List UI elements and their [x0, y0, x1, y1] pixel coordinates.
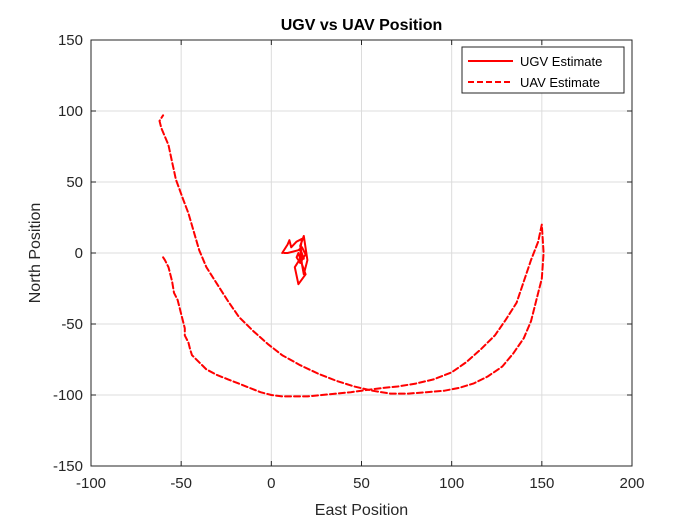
x-axis-label: East Position [315, 502, 408, 519]
series-layer [158, 114, 545, 398]
y-tick-label: -100 [53, 387, 83, 404]
x-tick-label: 100 [439, 475, 464, 492]
legend-label-uav-estimate: UAV Estimate [520, 75, 600, 90]
x-tick-label: -50 [170, 475, 192, 492]
legend-box [461, 46, 625, 94]
x-tick-label: 50 [353, 475, 370, 492]
y-tick-label: -150 [53, 458, 83, 475]
x-tick-label: 0 [267, 475, 275, 492]
y-axis-label: North Position [27, 203, 44, 304]
y-tick-label: -50 [61, 316, 83, 333]
series-line-ugv-estimate [281, 235, 309, 286]
chart-title: UGV vs UAV Position [281, 17, 443, 34]
y-tick-label: 100 [58, 103, 83, 120]
y-tick-label: 0 [75, 245, 83, 262]
legend: UGV Estimate UAV Estimate [461, 46, 625, 94]
x-tick-label: 150 [529, 475, 554, 492]
x-tick-label: 200 [619, 475, 644, 492]
legend-label-ugv-estimate: UGV Estimate [520, 54, 602, 69]
series-line-uav-estimate [158, 114, 545, 398]
x-tick-label: -100 [76, 475, 106, 492]
y-tick-label: 150 [58, 32, 83, 49]
y-tick-label: 50 [66, 174, 83, 191]
